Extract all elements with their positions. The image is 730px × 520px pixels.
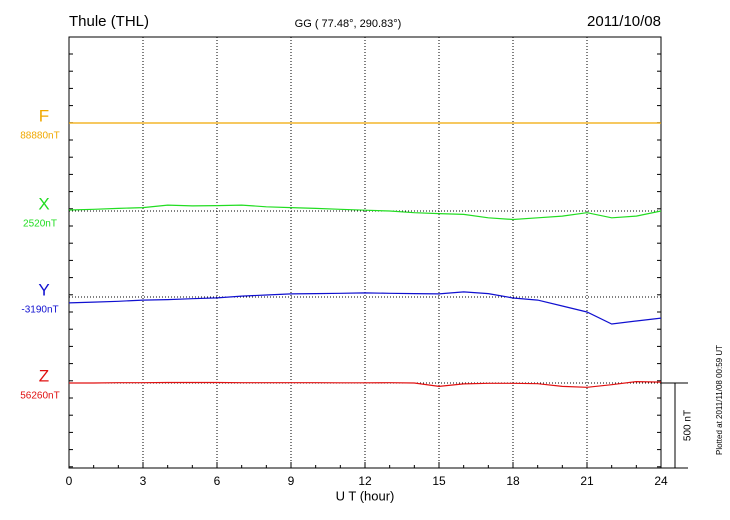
x-tick-label: 18 <box>506 474 520 488</box>
x-tick-label: 6 <box>214 474 221 488</box>
series-name: Y <box>38 280 49 299</box>
series-name: F <box>39 106 49 125</box>
series-name: Z <box>39 366 49 385</box>
chart-subtitle: GG ( 77.48°, 290.83°) <box>295 18 402 30</box>
chart-title: Thule (THL) <box>69 13 149 30</box>
series-line <box>69 380 662 388</box>
baseline-label: 56260nT <box>20 391 59 402</box>
x-tick-label: 15 <box>432 474 446 488</box>
baseline-label: -3190nT <box>21 305 58 316</box>
series-name: X <box>38 194 49 213</box>
series-line <box>68 291 662 325</box>
x-tick-label: 21 <box>580 474 594 488</box>
x-tick-label: 24 <box>654 474 668 488</box>
series-line <box>68 204 662 221</box>
x-tick-label: 9 <box>288 474 295 488</box>
x-tick-label: 3 <box>140 474 147 488</box>
baseline-label: 88880nT <box>20 131 59 142</box>
x-axis-label: U T (hour) <box>336 488 395 503</box>
baseline-label: 2520nT <box>23 219 57 230</box>
footnote: Plotted at 2011/11/08 00:59 UT <box>715 345 724 455</box>
x-tick-label: 0 <box>66 474 73 488</box>
x-tick-label: 12 <box>358 474 372 488</box>
chart-date: 2011/10/08 <box>587 13 661 30</box>
scale-bar-label: 500 nT <box>683 410 694 441</box>
